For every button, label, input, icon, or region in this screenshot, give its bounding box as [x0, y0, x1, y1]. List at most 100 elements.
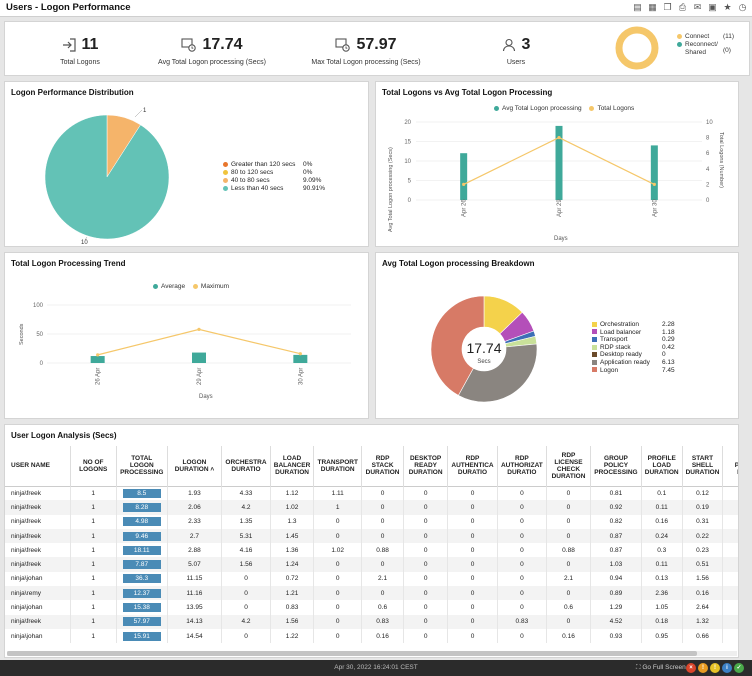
- table-cell: 0.16: [545, 628, 591, 644]
- column-header-line: PROCESSING: [120, 469, 164, 477]
- table-cell: 0.88: [361, 543, 404, 558]
- ok-status-icon[interactable]: ✓: [734, 663, 744, 673]
- legend-label: Total Logons: [597, 105, 635, 112]
- table-cell: 0.66: [681, 628, 723, 644]
- table-row[interactable]: ninja\johan 1 36.3 11.15 0 0.72 0 2.1 0 0 0 2.1 0.94…: [5, 571, 738, 587]
- table-cell: 1.11: [313, 486, 362, 501]
- table-cell: 0.1: [722, 528, 738, 544]
- legend-pct: 9.09%: [303, 177, 322, 184]
- donut-center-unit: Secs: [477, 359, 490, 365]
- bar: [650, 145, 658, 200]
- table-row[interactable]: ninja\freek 1 8.28 2.06 4.2 1.02 1 0 0 0 0 0 0.92 0.1…: [5, 500, 738, 515]
- legend-label: Orchestration: [600, 321, 640, 328]
- go-full-screen-button[interactable]: ⛶ Go Full Screen: [636, 664, 686, 672]
- table-cell: 0.1: [722, 600, 738, 615]
- processing-bar: 9.46: [122, 531, 161, 541]
- table-row[interactable]: ninja\freek 1 9.46 2.7 5.31 1.45 0 0 0 0 0 0 0.87 0.2…: [5, 528, 738, 544]
- table-row[interactable]: ninja\freek 1 7.87 5.07 1.56 1.24 0 0 0 0 0 0 1.03 0.…: [5, 557, 738, 572]
- table-row[interactable]: ninja\freek 1 8.5 1.93 4.33 1.12 1.11 0 0 0 0 0 0.81…: [5, 486, 738, 501]
- column-header[interactable]: GROUP POLICY PROCESSING: [590, 446, 642, 486]
- legend-label: Greater than 120 secs: [231, 161, 296, 168]
- kpi-label: Max Total Logon processing (Secs): [311, 59, 421, 66]
- column-header-line: DURATIO: [231, 465, 261, 473]
- table-cell: 0.87: [590, 543, 642, 558]
- warning-status-icon[interactable]: !: [698, 663, 708, 673]
- column-header[interactable]: TRANSPORT DURATION: [313, 446, 362, 486]
- breakdown-legend: Orchestration 2.28 Load balancer 1.18 Tran…: [592, 321, 675, 374]
- column-header[interactable]: START SHELL DURATION: [681, 446, 723, 486]
- column-header[interactable]: ORCHESTRA DURATIO: [221, 446, 271, 486]
- x-axis-label: Days: [199, 394, 213, 400]
- window-titlebar: Users - Logon Performance ▤ ▦ ❐ ⎙ ✉ ▣ ★ …: [0, 0, 752, 17]
- column-header[interactable]: LOGON DURATION ˄: [166, 446, 222, 486]
- processing-bar: 12.37: [122, 588, 161, 598]
- schedule-clock-icon[interactable]: ◷: [738, 2, 747, 12]
- table-cell: 4.98: [115, 514, 168, 529]
- excel-icon[interactable]: ▣: [708, 2, 717, 12]
- table-cell: 1.32: [681, 614, 723, 629]
- column-header[interactable]: RDP AUTHENTICA DURATIO: [447, 446, 498, 486]
- column-header-line: OT: [725, 455, 738, 462]
- favorite-star-icon[interactable]: ★: [723, 2, 732, 12]
- export-csv-icon[interactable]: ▦: [648, 2, 657, 12]
- logons-vs-avg-panel: Total Logons vs Avg Total Logon Processi…: [375, 81, 739, 247]
- column-header[interactable]: LOAD BALANCER DURATION: [269, 446, 314, 486]
- legend-item: Desktop ready 0: [592, 351, 675, 359]
- table-cell: 0.13: [640, 571, 683, 587]
- table-cell: 1.12: [269, 486, 314, 501]
- table-cell: 0.22: [681, 528, 723, 544]
- x-tick-label: Apr 29: [557, 199, 563, 217]
- table-cell: 7.87: [115, 557, 168, 572]
- y-tick-label: 20: [404, 120, 411, 126]
- caution-status-icon[interactable]: !: [710, 663, 720, 673]
- print-icon[interactable]: ⎙: [678, 2, 687, 12]
- processing-bar: 4.98: [122, 517, 161, 527]
- table-cell: 2.36: [640, 586, 683, 601]
- legend-item: Orchestration 2.28: [592, 321, 675, 329]
- column-header[interactable]: RDP AUTHORIZAT DURATIO: [496, 446, 547, 486]
- column-header[interactable]: OTPROCDUR: [722, 446, 738, 486]
- x-tick-label: 30 Apr: [298, 368, 304, 385]
- pie-slice: [44, 114, 170, 240]
- error-status-icon[interactable]: ×: [686, 663, 696, 673]
- legend-label: 80 to 120 secs: [231, 169, 274, 176]
- column-header-line: RDP: [465, 455, 480, 463]
- column-header[interactable]: NO OF LOGONS: [69, 446, 117, 486]
- table-row[interactable]: ninja\johan 1 15.38 13.95 0 0.83 0 0.6 0 0 0 0.6 1.2…: [5, 600, 738, 615]
- table-row[interactable]: ninja\johan 1 15.91 14.54 0 1.22 0 0.16 0 0 0 0.16 0…: [5, 628, 738, 644]
- column-header[interactable]: DESKTOP READY DURATION: [403, 446, 448, 486]
- session-legend-shared: Shared: [685, 49, 706, 56]
- horizontal-scrollbar[interactable]: [7, 651, 737, 656]
- email-icon[interactable]: ✉: [693, 2, 702, 12]
- table-row[interactable]: ninja\freek 1 4.98 2.33 1.35 1.3 0 0 0 0 0 0 0.82 0.1…: [5, 514, 738, 529]
- legend-label: Transport: [600, 336, 628, 344]
- table-cell: 0.94: [590, 571, 642, 587]
- column-header-line: TRANSPORT: [317, 458, 358, 466]
- table-row[interactable]: ninja\freek 1 57.97 14.13 4.2 1.56 0 0.83 0 0 0.83…: [5, 614, 738, 629]
- table-cell: 0: [447, 586, 498, 601]
- info-status-icon[interactable]: i: [722, 663, 732, 673]
- copy-icon[interactable]: ❐: [663, 2, 672, 12]
- table-cell: 1.93: [166, 486, 222, 501]
- column-header[interactable]: PROFILE LOAD DURATION: [640, 446, 683, 486]
- y-right-tick-label: 6: [706, 151, 710, 157]
- export-pdf-icon[interactable]: ▤: [633, 2, 642, 12]
- column-header-line: RDP: [375, 455, 390, 463]
- column-header[interactable]: RDP STACK DURATION: [361, 446, 404, 486]
- column-header-line: PROCESSING: [594, 469, 638, 477]
- table-cell: 0.82: [590, 514, 642, 529]
- table-row[interactable]: ninja\remy 1 12.37 11.16 0 1.21 0 0 0 0 0 0 0.89 2.36…: [5, 586, 738, 601]
- column-header[interactable]: USER NAME: [5, 446, 71, 486]
- table-cell: 0: [221, 600, 271, 615]
- table-row[interactable]: ninja\freek 1 18.11 2.88 4.16 1.36 1.02 0.88 0 0 0…: [5, 543, 738, 558]
- column-header[interactable]: RDP LICENSE CHECK DURATION: [545, 446, 591, 486]
- legend-label: Desktop ready: [600, 351, 642, 359]
- column-header[interactable]: TOTAL LOGON PROCESSING: [115, 446, 168, 486]
- legend-pct: 90.91%: [303, 185, 326, 192]
- legend-label: Reconnect/: [685, 41, 718, 48]
- table-cell: 0.1: [640, 486, 683, 501]
- table-cell: ninja\freek: [11, 489, 41, 497]
- table-cell: 0: [221, 586, 271, 601]
- table-cell: 1.05: [640, 600, 683, 615]
- table-cell: 0: [313, 586, 362, 601]
